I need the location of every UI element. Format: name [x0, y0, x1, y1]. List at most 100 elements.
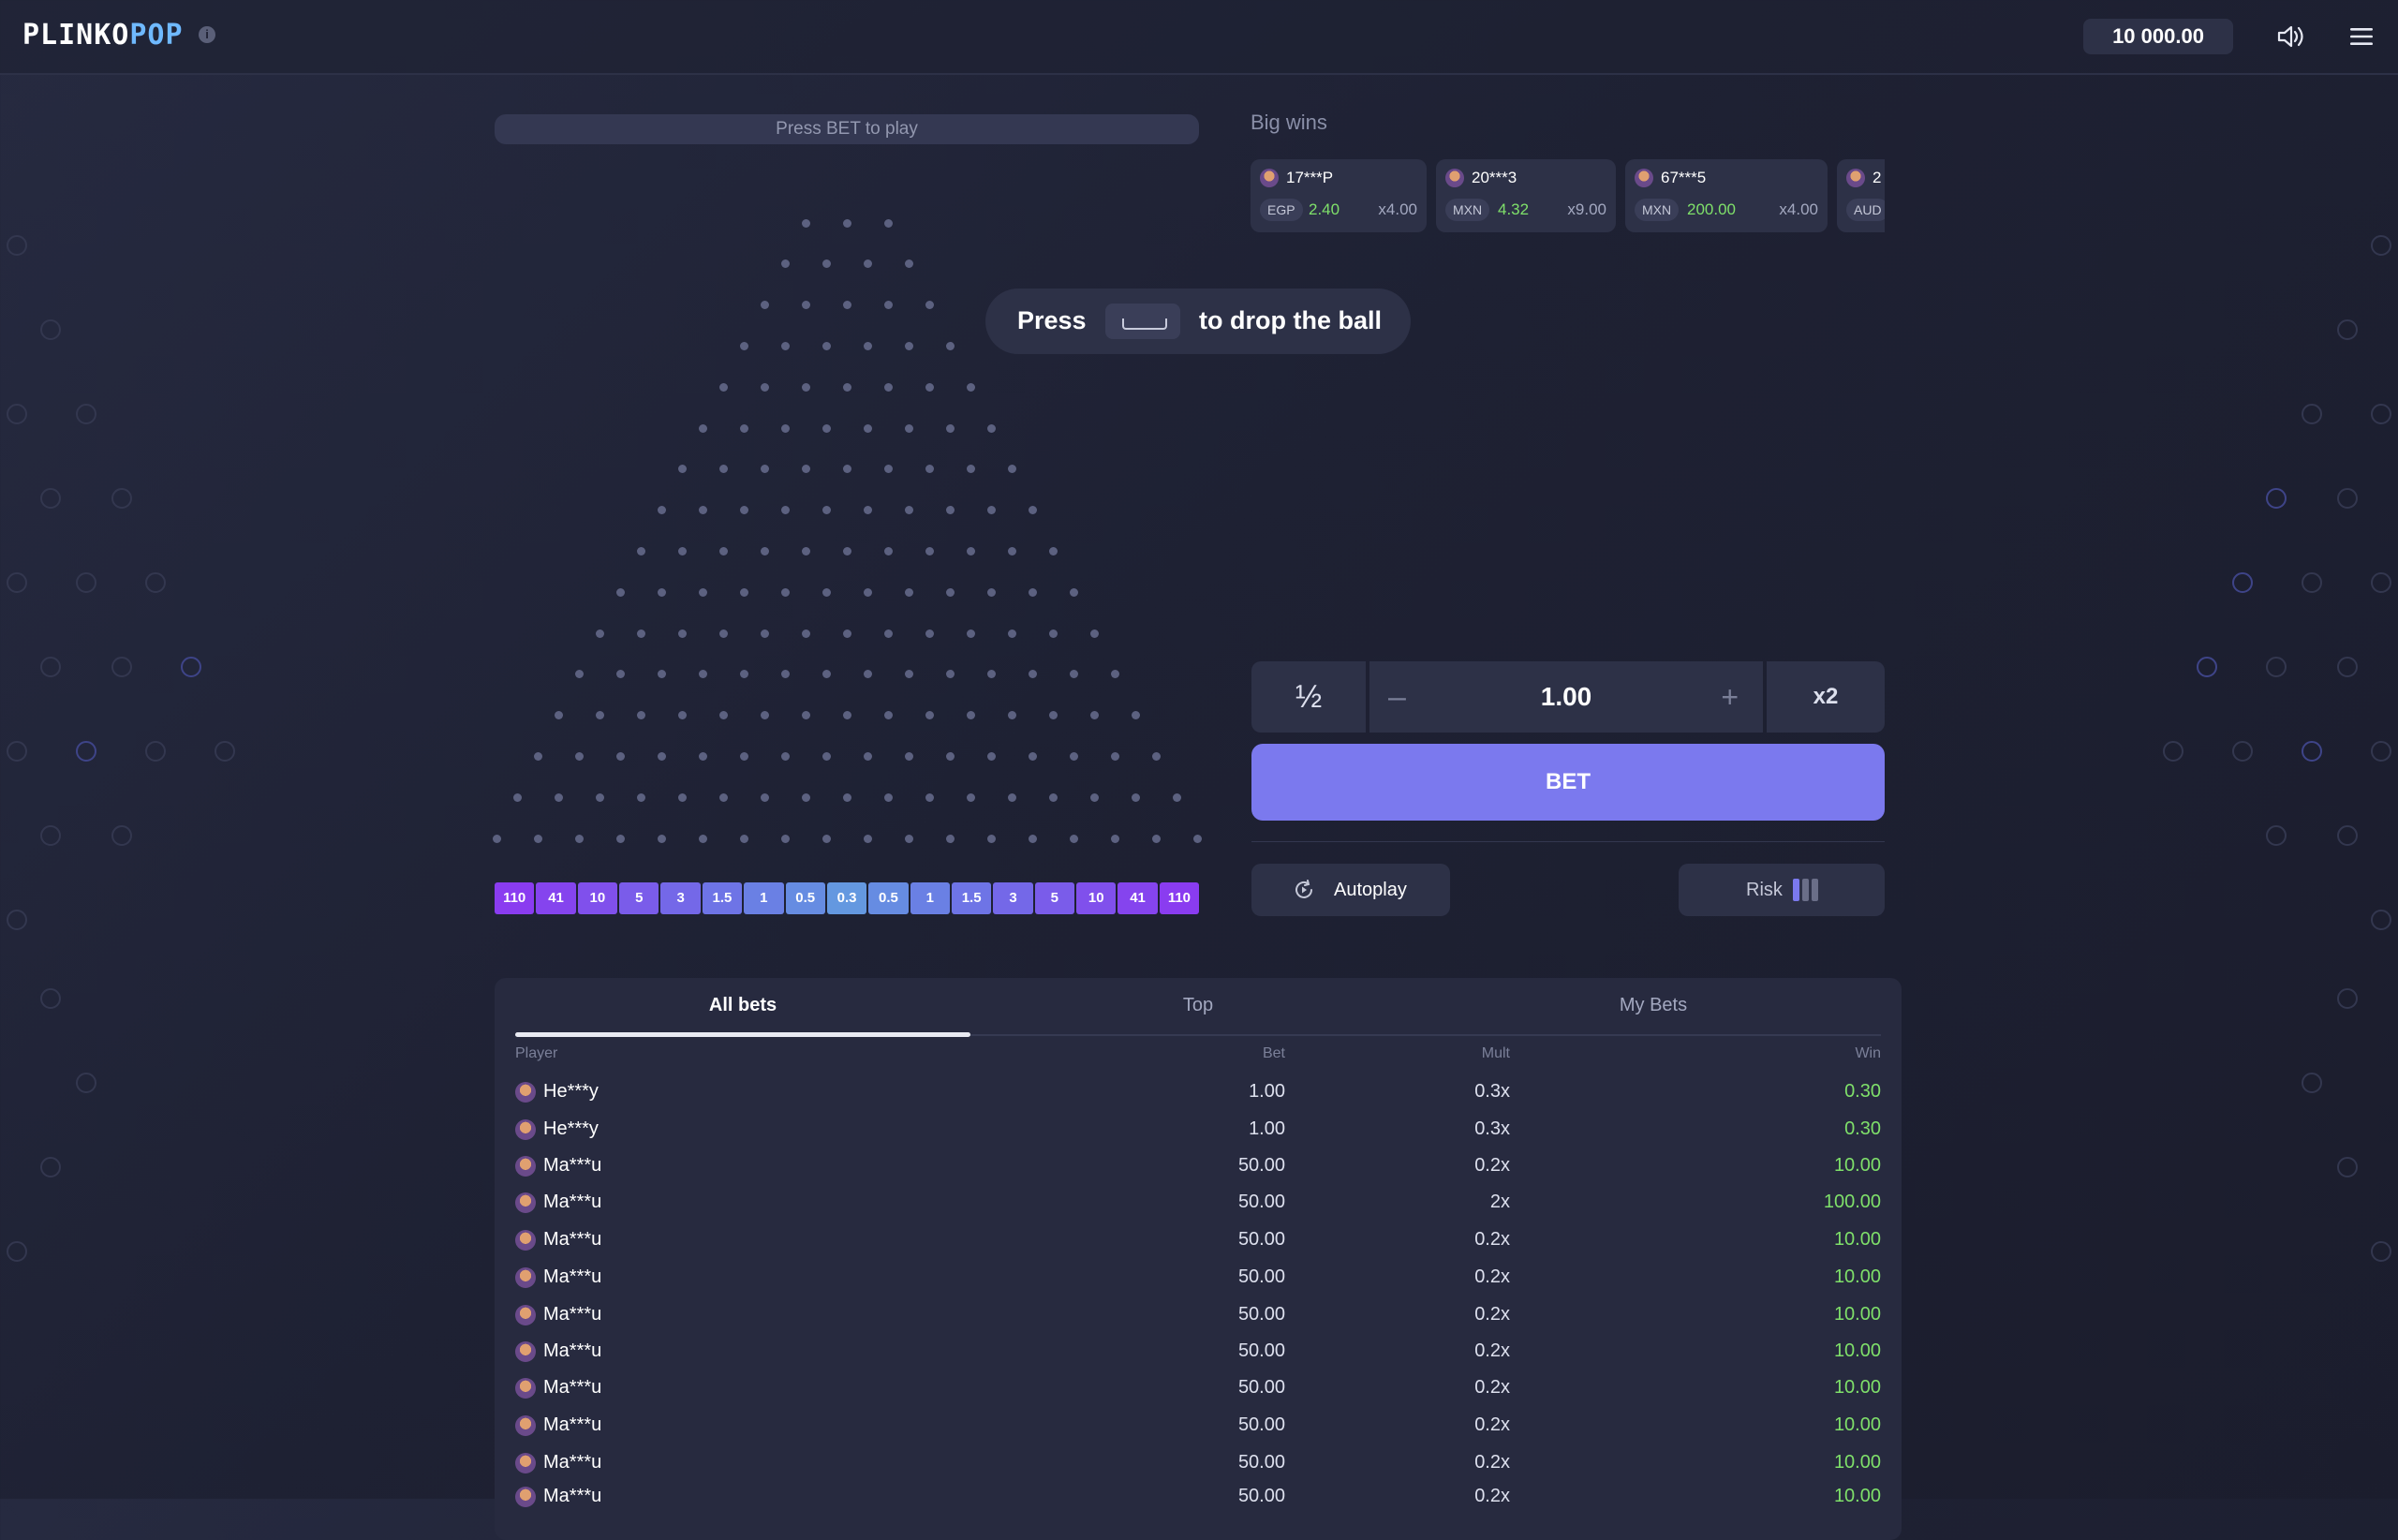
- half-bet-button[interactable]: ½: [1251, 661, 1366, 733]
- peg: [863, 506, 872, 515]
- background-ring: [2337, 488, 2358, 509]
- risk-level-bar: [1812, 879, 1818, 901]
- peg: [677, 629, 687, 638]
- row-win: 100.00: [1823, 1192, 1881, 1212]
- tab-all-bets[interactable]: All bets: [708, 995, 777, 1015]
- background-ring: [2337, 825, 2358, 846]
- background-ring: [2371, 572, 2391, 593]
- row-player: He***y: [543, 1081, 599, 1102]
- peg: [863, 587, 872, 597]
- table-row: Ma***u 50.00 0.2x 10.00: [515, 1148, 1881, 1185]
- peg: [925, 465, 934, 474]
- multiplier-slot: 41: [1118, 882, 1158, 914]
- avatar: [1445, 169, 1464, 187]
- peg: [657, 751, 666, 761]
- background-ring: [2371, 910, 2391, 930]
- background-ring: [2302, 404, 2322, 424]
- row-bet: 50.00: [1237, 1340, 1285, 1361]
- peg: [698, 751, 707, 761]
- row-win: 10.00: [1833, 1452, 1881, 1473]
- bet-amount-stepper: 1.00 – +: [1369, 661, 1763, 733]
- peg: [1131, 792, 1140, 802]
- decrease-bet-button[interactable]: –: [1388, 679, 1406, 715]
- background-ring: [2302, 1073, 2322, 1093]
- bet-amount-input[interactable]: 1.00: [1540, 682, 1592, 711]
- peg: [904, 341, 913, 350]
- column-header-bet: Bet: [1262, 1045, 1285, 1061]
- tab-my-bets[interactable]: My Bets: [1619, 995, 1688, 1015]
- peg: [904, 834, 913, 843]
- peg: [801, 792, 810, 802]
- background-ring: [40, 825, 61, 846]
- peg: [883, 711, 893, 720]
- multiplier-slot: 1: [910, 882, 950, 914]
- peg: [863, 341, 872, 350]
- background-ring: [215, 741, 235, 762]
- column-header-player: Player: [515, 1045, 558, 1061]
- peg: [677, 465, 687, 474]
- autoplay-label: Autoplay: [1334, 880, 1407, 900]
- peg: [698, 587, 707, 597]
- background-ring: [40, 988, 61, 1009]
- logo: PLINKOPOP: [22, 19, 184, 52]
- double-bet-button[interactable]: x2: [1767, 661, 1885, 733]
- big-win-currency: AUD: [1846, 199, 1885, 221]
- multiplier-slot: 0.5: [868, 882, 909, 914]
- risk-selector[interactable]: Risk: [1679, 864, 1885, 916]
- peg: [842, 465, 851, 474]
- row-win: 0.30: [1844, 1081, 1881, 1102]
- peg: [595, 792, 604, 802]
- speaker-icon[interactable]: [2274, 21, 2306, 52]
- peg: [1069, 751, 1078, 761]
- big-win-multiplier: x4.00: [1378, 200, 1417, 218]
- peg: [1110, 670, 1119, 679]
- tab-top[interactable]: Top: [1182, 995, 1214, 1015]
- peg: [801, 465, 810, 474]
- peg: [863, 834, 872, 843]
- table-row: Ma***u 50.00 0.2x 10.00: [515, 1407, 1881, 1444]
- row-win: 10.00: [1833, 1377, 1881, 1398]
- background-ring: [111, 657, 132, 677]
- row-mult: 0.2x: [1474, 1486, 1510, 1506]
- peg: [657, 670, 666, 679]
- increase-bet-button[interactable]: +: [1721, 680, 1739, 714]
- avatar: [515, 1119, 536, 1140]
- info-icon[interactable]: i: [199, 26, 215, 43]
- big-win-amount: 2.40: [1309, 200, 1340, 218]
- bet-button[interactable]: BET: [1251, 744, 1885, 821]
- risk-level-bar: [1793, 879, 1799, 901]
- row-player: Ma***u: [543, 1266, 602, 1287]
- peg: [760, 792, 769, 802]
- peg: [945, 423, 955, 433]
- peg: [533, 751, 542, 761]
- peg: [925, 546, 934, 555]
- peg: [1007, 629, 1016, 638]
- table-row: He***y 1.00 0.3x 0.30: [515, 1074, 1881, 1111]
- avatar: [1846, 169, 1865, 187]
- background-ring: [7, 741, 27, 762]
- background-ring: [76, 1073, 96, 1093]
- peg: [925, 382, 934, 392]
- drop-ball-hint: Press to drop the ball: [985, 289, 1411, 354]
- peg: [966, 382, 975, 392]
- row-mult: 0.2x: [1474, 1377, 1510, 1398]
- peg: [883, 546, 893, 555]
- row-win: 10.00: [1833, 1155, 1881, 1176]
- peg: [739, 587, 748, 597]
- peg: [1151, 834, 1161, 843]
- row-player: He***y: [543, 1118, 599, 1139]
- peg: [1028, 751, 1037, 761]
- row-player: Ma***u: [543, 1192, 602, 1212]
- peg: [1089, 629, 1099, 638]
- autoplay-button[interactable]: Autoplay: [1251, 864, 1450, 916]
- multiplier-slot: 5: [1034, 882, 1075, 914]
- peg: [822, 751, 831, 761]
- peg: [904, 670, 913, 679]
- bets-panel: All bets Top My Bets Player Bet Mult Win…: [495, 978, 1902, 1540]
- peg: [615, 670, 625, 679]
- multiplier-slot: 41: [536, 882, 576, 914]
- peg: [1110, 834, 1119, 843]
- hamburger-menu-icon[interactable]: [2347, 22, 2376, 51]
- avatar: [515, 1341, 536, 1362]
- peg: [883, 792, 893, 802]
